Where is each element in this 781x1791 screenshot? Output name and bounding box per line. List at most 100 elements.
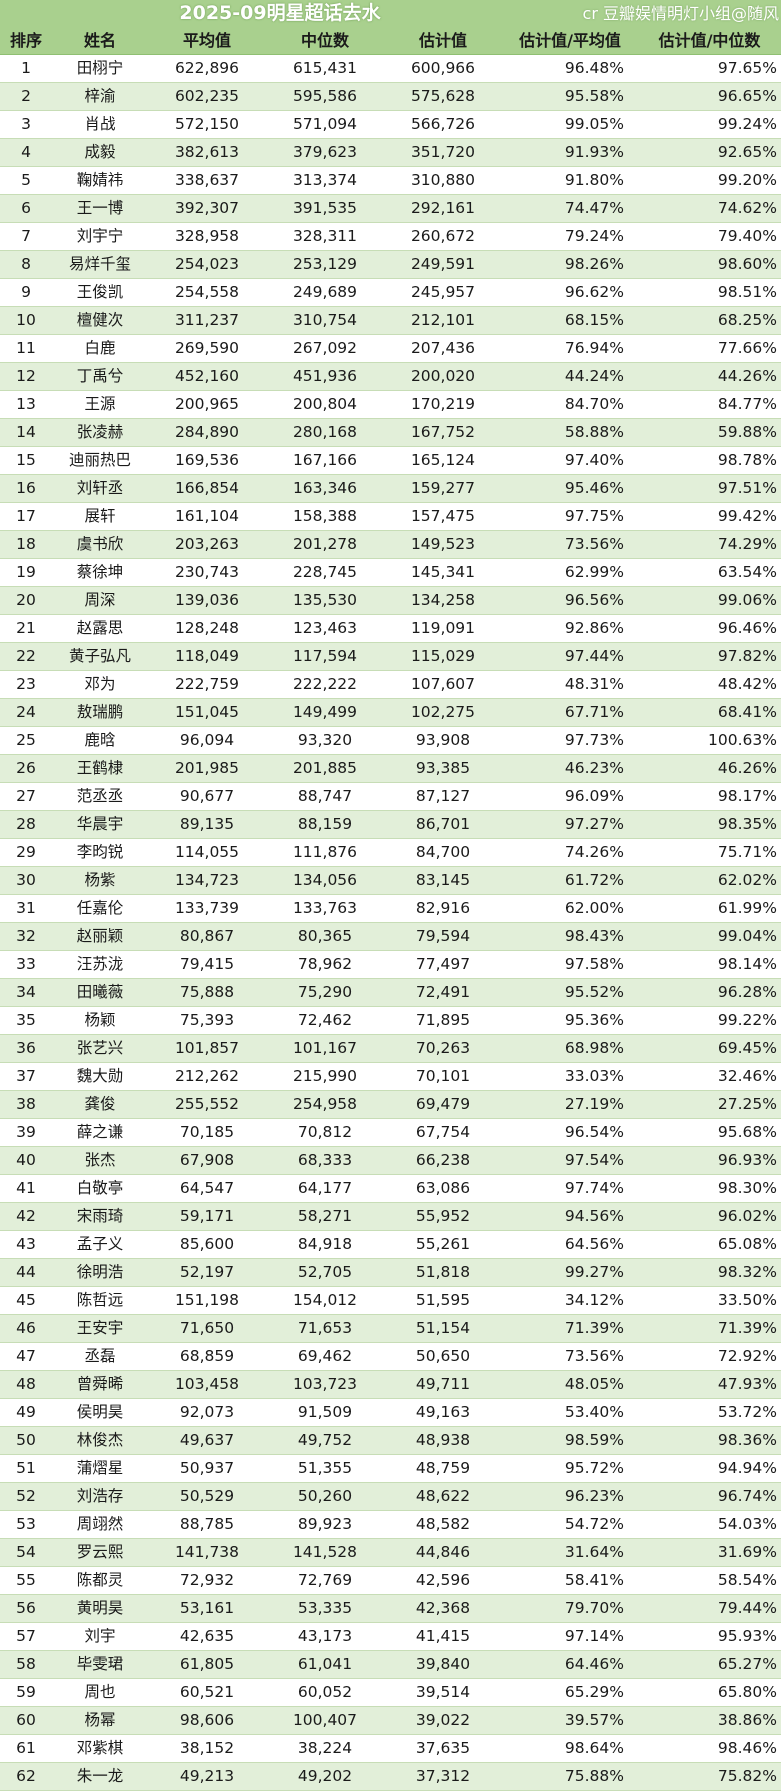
table-row: 18 虞书欣 203,263 201,278 149,523 73.56% 74.29%	[0, 530, 781, 559]
rank-cell: 19	[0, 558, 52, 587]
column-header-median: 中位数	[266, 27, 384, 55]
estimate-over-median-cell: 96.28%	[638, 978, 781, 1007]
estimate-over-mean-cell: 97.40%	[502, 446, 638, 475]
estimate-cell: 63,086	[384, 1174, 502, 1203]
estimate-over-mean-cell: 91.93%	[502, 138, 638, 167]
table-row: 41 白敬亭 64,547 64,177 63,086 97.74% 98.30%	[0, 1174, 781, 1203]
estimate-over-mean-cell: 79.24%	[502, 222, 638, 251]
median-cell: 167,166	[266, 446, 384, 475]
mean-cell: 269,590	[148, 334, 266, 363]
mean-cell: 49,213	[148, 1762, 266, 1791]
median-cell: 71,653	[266, 1314, 384, 1343]
estimate-over-median-cell: 44.26%	[638, 362, 781, 391]
estimate-over-median-cell: 59.88%	[638, 418, 781, 447]
name-cell: 杨幂	[52, 1706, 148, 1735]
column-header-rank: 排序	[0, 27, 52, 55]
median-cell: 158,388	[266, 502, 384, 531]
estimate-over-median-cell: 48.42%	[638, 670, 781, 699]
table-row: 5 鞠婧祎 338,637 313,374 310,880 91.80% 99.20%	[0, 166, 781, 195]
estimate-cell: 37,312	[384, 1762, 502, 1791]
rank-cell: 49	[0, 1398, 52, 1427]
median-cell: 154,012	[266, 1286, 384, 1315]
estimate-cell: 310,880	[384, 166, 502, 195]
table-row: 17 展轩 161,104 158,388 157,475 97.75% 99.42%	[0, 502, 781, 531]
name-cell: 孟子义	[52, 1230, 148, 1259]
rank-cell: 23	[0, 670, 52, 699]
name-cell: 李昀锐	[52, 838, 148, 867]
mean-cell: 254,023	[148, 250, 266, 279]
rank-cell: 2	[0, 82, 52, 111]
name-cell: 宋雨琦	[52, 1202, 148, 1231]
mean-cell: 203,263	[148, 530, 266, 559]
estimate-cell: 55,261	[384, 1230, 502, 1259]
estimate-over-median-cell: 97.65%	[638, 54, 781, 83]
estimate-cell: 39,514	[384, 1678, 502, 1707]
mean-cell: 118,049	[148, 642, 266, 671]
name-cell: 肖战	[52, 110, 148, 139]
estimate-over-median-cell: 71.39%	[638, 1314, 781, 1343]
mean-cell: 89,135	[148, 810, 266, 839]
mean-cell: 52,197	[148, 1258, 266, 1287]
estimate-cell: 149,523	[384, 530, 502, 559]
median-cell: 310,754	[266, 306, 384, 335]
name-cell: 刘轩丞	[52, 474, 148, 503]
estimate-over-median-cell: 98.32%	[638, 1258, 781, 1287]
mean-cell: 254,558	[148, 278, 266, 307]
page-title: 2025-09明星超话去水	[179, 2, 381, 24]
estimate-over-median-cell: 98.17%	[638, 782, 781, 811]
mean-cell: 382,613	[148, 138, 266, 167]
median-cell: 328,311	[266, 222, 384, 251]
estimate-over-mean-cell: 97.75%	[502, 502, 638, 531]
name-cell: 迪丽热巴	[52, 446, 148, 475]
rank-cell: 52	[0, 1482, 52, 1511]
mean-cell: 255,552	[148, 1090, 266, 1119]
name-cell: 刘宇	[52, 1622, 148, 1651]
estimate-over-median-cell: 27.25%	[638, 1090, 781, 1119]
median-cell: 64,177	[266, 1174, 384, 1203]
estimate-over-median-cell: 74.62%	[638, 194, 781, 223]
median-cell: 75,290	[266, 978, 384, 1007]
median-cell: 103,723	[266, 1370, 384, 1399]
table-row: 19 蔡徐坤 230,743 228,745 145,341 62.99% 63.54%	[0, 558, 781, 587]
median-cell: 149,499	[266, 698, 384, 727]
table-row: 61 邓紫棋 38,152 38,224 37,635 98.64% 98.46%	[0, 1734, 781, 1763]
estimate-over-mean-cell: 39.57%	[502, 1706, 638, 1735]
table-row: 45 陈哲远 151,198 154,012 51,595 34.12% 33.50%	[0, 1286, 781, 1315]
estimate-over-mean-cell: 79.70%	[502, 1594, 638, 1623]
estimate-over-median-cell: 75.82%	[638, 1762, 781, 1791]
rank-cell: 16	[0, 474, 52, 503]
estimate-cell: 44,846	[384, 1538, 502, 1567]
table-row: 42 宋雨琦 59,171 58,271 55,952 94.56% 96.02%	[0, 1202, 781, 1231]
median-cell: 93,320	[266, 726, 384, 755]
median-cell: 88,747	[266, 782, 384, 811]
estimate-over-median-cell: 99.20%	[638, 166, 781, 195]
name-cell: 王一博	[52, 194, 148, 223]
estimate-cell: 50,650	[384, 1342, 502, 1371]
name-cell: 罗云熙	[52, 1538, 148, 1567]
estimate-cell: 48,582	[384, 1510, 502, 1539]
rank-cell: 21	[0, 614, 52, 643]
mean-cell: 64,547	[148, 1174, 266, 1203]
table-header-row: 排序 姓名 平均值 中位数 估计值 估计值/平均值 估计值/中位数	[0, 27, 781, 55]
table-row: 9 王俊凯 254,558 249,689 245,957 96.62% 98.51%	[0, 278, 781, 307]
median-cell: 53,335	[266, 1594, 384, 1623]
mean-cell: 572,150	[148, 110, 266, 139]
table-row: 14 张凌赫 284,890 280,168 167,752 58.88% 59.88%	[0, 418, 781, 447]
rank-cell: 41	[0, 1174, 52, 1203]
estimate-over-median-cell: 65.27%	[638, 1650, 781, 1679]
estimate-over-mean-cell: 58.41%	[502, 1566, 638, 1595]
estimate-over-mean-cell: 58.88%	[502, 418, 638, 447]
rank-cell: 4	[0, 138, 52, 167]
mean-cell: 92,073	[148, 1398, 266, 1427]
estimate-over-mean-cell: 53.40%	[502, 1398, 638, 1427]
rank-cell: 55	[0, 1566, 52, 1595]
rank-cell: 56	[0, 1594, 52, 1623]
table-row: 24 敖瑞鹏 151,045 149,499 102,275 67.71% 68.41%	[0, 698, 781, 727]
rank-cell: 35	[0, 1006, 52, 1035]
median-cell: 38,224	[266, 1734, 384, 1763]
median-cell: 51,355	[266, 1454, 384, 1483]
estimate-cell: 86,701	[384, 810, 502, 839]
rank-cell: 40	[0, 1146, 52, 1175]
table-row: 57 刘宇 42,635 43,173 41,415 97.14% 95.93%	[0, 1622, 781, 1651]
mean-cell: 49,637	[148, 1426, 266, 1455]
